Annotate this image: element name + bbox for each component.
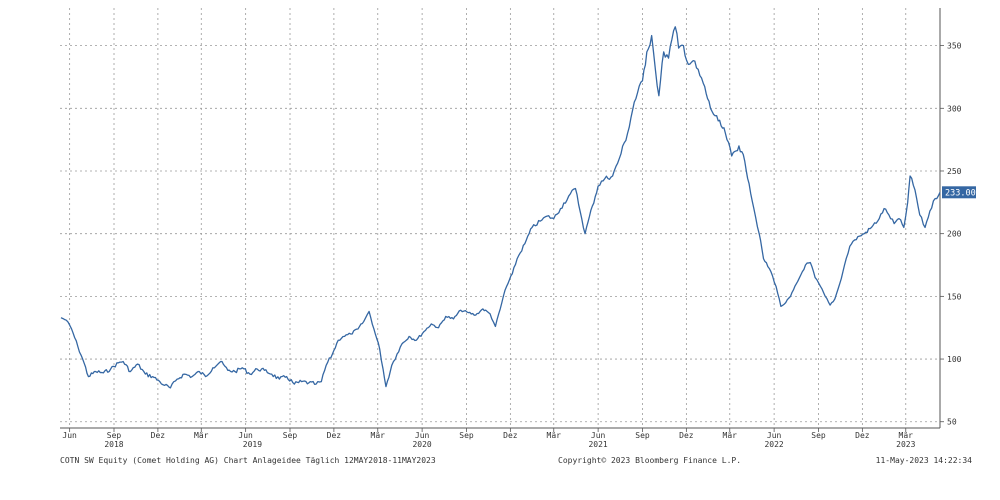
x-tick-label: Sep xyxy=(811,431,826,440)
y-tick-label: 100 xyxy=(947,355,962,364)
x-tick-label: Mär xyxy=(371,431,386,440)
footer-chart-description: COTN SW Equity (Comet Holding AG) Chart … xyxy=(60,456,436,465)
x-tick-label: Dez xyxy=(855,431,870,440)
x-tick-label: Mär xyxy=(899,431,914,440)
last-value-label: 233.00 xyxy=(945,188,976,198)
x-year-label: 2020 xyxy=(412,440,431,449)
x-tick-label: Sep xyxy=(459,431,474,440)
x-year-label: 2023 xyxy=(896,440,915,449)
x-tick-label: Dez xyxy=(151,431,166,440)
x-year-label: 2021 xyxy=(588,440,607,449)
series-line-0 xyxy=(60,26,941,389)
x-tick-label: Jun xyxy=(238,431,253,440)
last-value-tag xyxy=(942,186,976,199)
x-year-label: 2018 xyxy=(104,440,123,449)
axes xyxy=(60,8,944,432)
x-tick-label: Sep xyxy=(635,431,650,440)
x-tick-label: Dez xyxy=(503,431,518,440)
x-tick-label: Dez xyxy=(327,431,342,440)
x-tick-label: Sep xyxy=(107,431,122,440)
x-tick-label: Mär xyxy=(547,431,562,440)
x-year-label: 2022 xyxy=(764,440,783,449)
x-tick-label: Dez xyxy=(679,431,694,440)
x-tick-label: Jun xyxy=(62,431,77,440)
footer-copyright: Copyright© 2023 Bloomberg Finance L.P. xyxy=(558,456,741,465)
x-tick-label: Mär xyxy=(194,431,209,440)
x-tick-label: Jun xyxy=(415,431,430,440)
footer-timestamp: 11-May-2023 14:22:34 xyxy=(876,456,973,465)
y-tick-label: 300 xyxy=(947,104,962,113)
y-tick-label: 50 xyxy=(947,418,957,427)
x-tick-label: Jun xyxy=(767,431,782,440)
x-year-label: 2019 xyxy=(243,440,262,449)
x-tick-label: Sep xyxy=(283,431,298,440)
y-tick-label: 200 xyxy=(947,230,962,239)
y-tick-label: 250 xyxy=(947,167,962,176)
tick-labels: 50 100 150 200 250 300 350 Jun Sep Dez Mär Jun Sep De… xyxy=(62,42,976,449)
y-tick-label: 350 xyxy=(947,42,962,51)
y-tick-label: 150 xyxy=(947,292,962,301)
x-tick-label: Jun xyxy=(591,431,606,440)
grid-lines xyxy=(60,8,940,428)
series-layer xyxy=(60,26,941,389)
x-tick-label: Mär xyxy=(723,431,738,440)
